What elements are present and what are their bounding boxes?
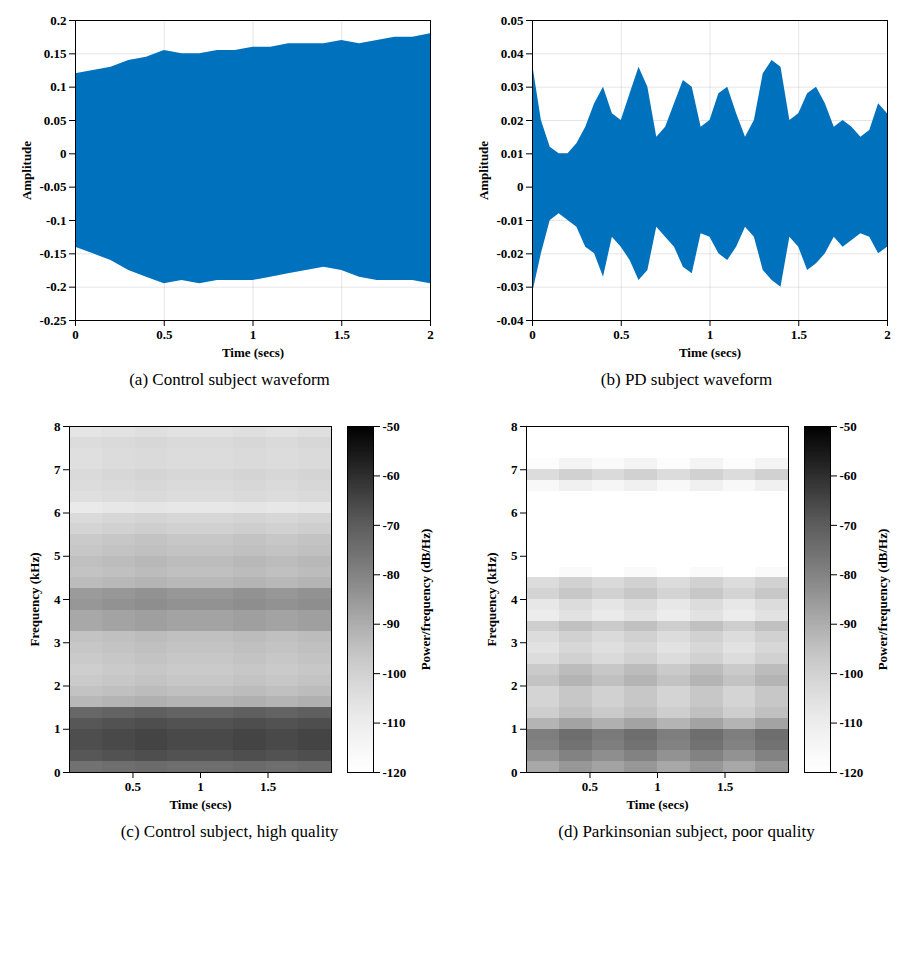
svg-text:2: 2 <box>54 678 61 693</box>
svg-text:-120: -120 <box>382 765 406 780</box>
svg-text:-80: -80 <box>839 567 856 582</box>
svg-text:0: 0 <box>511 765 518 780</box>
svg-text:6: 6 <box>54 505 61 520</box>
svg-text:1.5: 1.5 <box>716 779 733 794</box>
svg-text:Time (secs): Time (secs) <box>626 797 688 812</box>
svg-text:0.03: 0.03 <box>501 79 524 94</box>
svg-text:0.5: 0.5 <box>124 779 141 794</box>
svg-text:0: 0 <box>529 327 536 342</box>
svg-text:3: 3 <box>511 635 518 650</box>
html-text:(d) Parkinsonian subject, poor: (d) Parkinsonian subject, poor quality <box>558 822 815 841</box>
svg-text:Time (secs): Time (secs) <box>679 345 741 360</box>
svg-text:0.1: 0.1 <box>50 79 66 94</box>
svg-text:Power/frequency (dB/Hz): Power/frequency (dB/Hz) <box>417 529 432 671</box>
svg-text:-70: -70 <box>839 518 856 533</box>
svg-text:-110: -110 <box>839 715 862 730</box>
svg-text:1.5: 1.5 <box>259 779 276 794</box>
svg-text:0.5: 0.5 <box>581 779 598 794</box>
svg-text:0.05: 0.05 <box>44 113 67 128</box>
svg-text:0.05: 0.05 <box>501 13 524 28</box>
svg-text:-0.02: -0.02 <box>496 246 523 261</box>
svg-text:0: 0 <box>54 765 61 780</box>
svg-text:-0.1: -0.1 <box>46 213 67 228</box>
svg-text:-100: -100 <box>839 666 863 681</box>
svg-text:Amplitude: Amplitude <box>476 141 491 200</box>
svg-text:-60: -60 <box>839 468 856 483</box>
svg-text:1.5: 1.5 <box>791 327 808 342</box>
svg-text:2: 2 <box>884 327 891 342</box>
svg-text:5: 5 <box>511 548 518 563</box>
svg-text:Frequency (kHz): Frequency (kHz) <box>483 553 498 647</box>
svg-text:8: 8 <box>54 419 61 434</box>
svg-text:0.15: 0.15 <box>44 46 67 61</box>
svg-text:-50: -50 <box>839 419 856 434</box>
svg-text:-90: -90 <box>382 616 399 631</box>
svg-text:-0.04: -0.04 <box>496 313 524 328</box>
svg-text:-120: -120 <box>839 765 863 780</box>
svg-text:-0.25: -0.25 <box>39 313 67 328</box>
html-text:(c) Control subject, high qual: (c) Control subject, high quality <box>120 822 339 841</box>
svg-text:-110: -110 <box>382 715 405 730</box>
svg-text:-80: -80 <box>382 567 399 582</box>
svg-text:1: 1 <box>197 779 204 794</box>
svg-text:0: 0 <box>60 146 67 161</box>
svg-text:Time (secs): Time (secs) <box>169 797 231 812</box>
svg-text:0.04: 0.04 <box>501 46 524 61</box>
svg-text:0.5: 0.5 <box>156 327 173 342</box>
svg-text:8: 8 <box>511 419 518 434</box>
svg-text:7: 7 <box>511 462 518 477</box>
svg-text:0.01: 0.01 <box>501 146 524 161</box>
svg-text:-0.01: -0.01 <box>496 213 523 228</box>
svg-text:0.5: 0.5 <box>613 327 630 342</box>
svg-text:0.2: 0.2 <box>50 13 66 28</box>
svg-text:-0.2: -0.2 <box>46 279 67 294</box>
html-text:(b) PD subject waveform: (b) PD subject waveform <box>600 370 773 389</box>
svg-text:Frequency (kHz): Frequency (kHz) <box>26 553 41 647</box>
svg-text:Amplitude: Amplitude <box>19 141 34 200</box>
svg-text:Time (secs): Time (secs) <box>222 345 284 360</box>
svg-text:1: 1 <box>654 779 661 794</box>
svg-text:1: 1 <box>250 327 257 342</box>
svg-text:-90: -90 <box>839 616 856 631</box>
svg-text:1: 1 <box>707 327 714 342</box>
svg-text:-50: -50 <box>382 419 399 434</box>
svg-text:5: 5 <box>54 548 61 563</box>
svg-text:0: 0 <box>72 327 79 342</box>
svg-text:6: 6 <box>511 505 518 520</box>
svg-text:-0.15: -0.15 <box>39 246 67 261</box>
svg-text:7: 7 <box>54 462 61 477</box>
svg-text:0: 0 <box>517 179 524 194</box>
svg-text:-70: -70 <box>382 518 399 533</box>
svg-text:2: 2 <box>511 678 518 693</box>
svg-text:2: 2 <box>427 327 434 342</box>
html-text:(a) Control subject waveform: (a) Control subject waveform <box>129 370 330 389</box>
svg-text:-0.05: -0.05 <box>39 179 67 194</box>
svg-text:-0.03: -0.03 <box>496 279 524 294</box>
svg-text:3: 3 <box>54 635 61 650</box>
svg-text:4: 4 <box>54 592 61 607</box>
svg-text:1.5: 1.5 <box>334 327 351 342</box>
svg-text:1: 1 <box>511 721 518 736</box>
svg-text:Power/frequency (dB/Hz): Power/frequency (dB/Hz) <box>874 529 889 671</box>
svg-text:0.02: 0.02 <box>501 113 524 128</box>
svg-text:-60: -60 <box>382 468 399 483</box>
svg-text:1: 1 <box>54 721 61 736</box>
svg-text:4: 4 <box>511 592 518 607</box>
svg-text:-100: -100 <box>382 666 406 681</box>
